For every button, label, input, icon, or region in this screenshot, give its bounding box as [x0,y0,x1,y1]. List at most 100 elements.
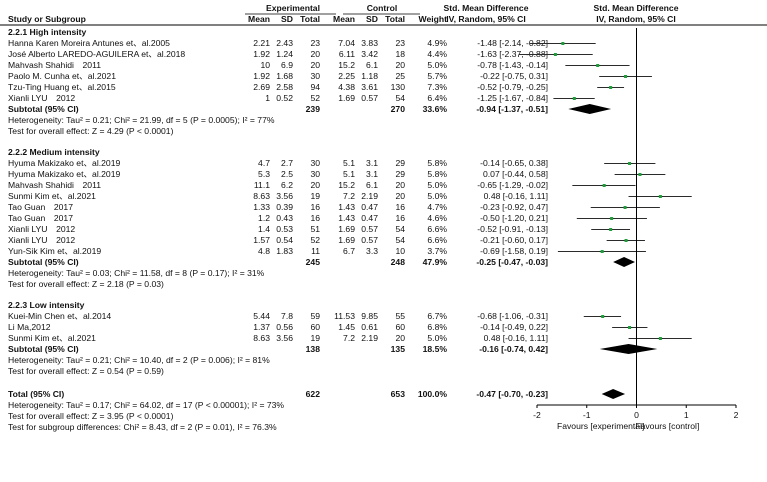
subgroup-3-subtotal-label: Subtotal (95% CI) [8,344,79,354]
subgroup-differences: Test for subgroup differences: Chi² = 8.… [8,422,277,432]
total-heterogeneity: Heterogeneity: Tau² = 0.17; Chi² = 64.02… [8,400,284,410]
subgroup-1-study-2-ci-text: -1.63 [-2.37, -0.88] [477,49,548,59]
x-tick-label--2: -2 [533,410,541,420]
subgroup-2-study-3-name: Mahvash Shahidi 2011 [8,180,101,190]
subgroup-3-study-2-weight: 6.8% [427,322,447,332]
header-sd-control: SD [366,14,378,24]
subgroup-2-study-2-mean-control: 5.1 [343,169,355,179]
subgroup-1-study-4-total-control: 25 [395,71,405,81]
subgroup-2-study-2-mean-experimental: 5.3 [258,169,270,179]
subgroup-3-study-3-total-control: 20 [395,333,405,343]
subgroup-2-study-4-mean-experimental: 8.63 [253,191,270,201]
subgroup-3-study-1-total-experimental: 59 [310,311,320,321]
subgroup-1-subtotal-ci-text: -0.94 [-1.37, -0.51] [476,104,548,114]
subgroup-3-study-3-weight: 5.0% [427,333,447,343]
subgroup-2-study-4-ci-text: 0.48 [-0.16, 1.11] [484,191,548,201]
subgroup-2-study-7-total-experimental: 51 [310,224,320,234]
header-total-experimental: Total [300,14,320,24]
subgroup-2-study-7-total-control: 54 [395,224,405,234]
subgroup-2-study-1-point [628,162,632,165]
subgroup-1-study-4-ci-text: -0.22 [-0.75, 0.31] [480,71,548,81]
subgroup-3-study-3-sd-control: 2.19 [361,333,378,343]
subgroup-3-study-3-mean-control: 7.2 [343,333,355,343]
subgroup-2-study-2-total-experimental: 30 [310,169,320,179]
total-weight: 100.0% [418,389,448,399]
subgroup-2-study-7-mean-experimental: 1.4 [258,224,270,234]
subgroup-3-study-2-total-experimental: 60 [310,322,320,332]
subgroup-2-study-6-ci-text: -0.50 [-1.20, 0.21] [480,213,548,223]
subgroup-2-study-6-mean-experimental: 1.2 [258,213,270,223]
subgroup-2-overall-effect: Test for overall effect: Z = 2.18 (P = 0… [8,279,164,289]
subgroup-2-study-2-ci-text: 0.07 [-0.44, 0.58] [483,169,548,179]
subgroup-2-study-3-weight: 5.0% [427,180,447,190]
subgroup-2-study-8-point [624,239,628,242]
subgroup-1-study-5-total-control: 130 [391,82,406,92]
subgroup-1-study-5-sd-control: 3.61 [361,82,378,92]
header-smd-title: Std. Mean Difference [443,3,528,13]
subgroup-1-study-5-sd-experimental: 2.58 [276,82,293,92]
subgroup-1-study-4-point [624,75,628,78]
subgroup-1-study-2-mean-experimental: 1.92 [253,49,270,59]
subgroup-2-study-5-sd-control: 0.47 [361,202,378,212]
subgroup-2-study-1-ci-text: -0.14 [-0.65, 0.38] [480,158,548,168]
subgroup-1-study-5-mean-control: 4.38 [338,82,355,92]
subgroup-1-study-5-point [609,86,613,89]
subgroup-2-study-1-mean-control: 5.1 [343,158,355,168]
subgroup-2-study-4-total-control: 20 [395,191,405,201]
subgroup-2-subtotal-ci-text: -0.25 [-0.47, -0.03] [476,257,548,267]
subgroup-1-study-5-name: Tzu-Ting Huang et、al.2015 [8,82,116,92]
favours-experimental-label: Favours [experimental] [557,421,644,431]
subgroup-3-subtotal-total-experimental: 138 [306,344,321,354]
subgroup-2-study-8-sd-control: 0.57 [361,235,378,245]
subgroup-1-study-3-weight: 5.0% [427,60,447,70]
subgroup-2-study-9-ci-text: -0.69 [-1.58, 0.19] [480,246,548,256]
subgroup-1-study-1-weight: 4.9% [427,38,447,48]
subgroup-2-study-9-total-experimental: 11 [311,246,320,256]
subgroup-2-study-2-weight: 5.8% [427,169,447,179]
subgroup-1-study-4-sd-control: 1.18 [361,71,378,81]
subgroup-2-study-3-point [602,184,606,187]
subgroup-2-study-4-sd-control: 2.19 [361,191,378,201]
subgroup-1-overall-effect: Test for overall effect: Z = 4.29 (P < 0… [8,126,174,136]
header-plot-title: Std. Mean Difference [593,3,678,13]
subgroup-1-study-6-mean-control: 1.69 [338,93,355,103]
subgroup-2-study-8-total-experimental: 52 [310,235,320,245]
subgroup-2-study-8-total-control: 54 [395,235,405,245]
subgroup-2-study-3-mean-experimental: 11.1 [254,180,270,190]
subgroup-1-study-5-total-experimental: 94 [310,82,320,92]
subgroup-2-study-7-ci-text: -0.52 [-0.91, -0.13] [477,224,548,234]
subgroup-3-study-1-mean-control: 11.53 [334,311,355,321]
subgroup-3-subtotal-ci-text: -0.16 [-0.74, 0.42] [479,344,548,354]
subgroup-2-study-7-point [609,228,613,231]
subgroup-1-subtotal-weight: 33.6% [423,104,448,114]
subgroup-3-study-2-ci-text: -0.14 [-0.49, 0.22] [480,322,548,332]
subgroup-1-study-3-sd-experimental: 6.9 [281,60,293,70]
subgroup-2-study-8-sd-experimental: 0.54 [276,235,293,245]
subgroup-1-study-2-sd-control: 3.42 [361,49,378,59]
subgroup-1-study-4-sd-experimental: 1.68 [276,71,293,81]
subgroup-2-study-4-name: Sunmi Kim et、al.2021 [8,191,96,201]
subgroup-1-study-1-total-control: 23 [395,38,405,48]
header-mean-control: Mean [333,14,355,24]
x-tick-label-0: 0 [634,410,639,420]
subgroup-2-study-5-mean-control: 1.43 [338,202,355,212]
subgroup-1-study-5-mean-experimental: 2.69 [253,82,270,92]
subgroup-2-study-1-sd-control: 3.1 [366,158,378,168]
x-tick-label--1: -1 [583,410,591,420]
subgroup-1-study-6-name: Xianli LYU 2012 [8,93,75,103]
subgroup-2-study-8-weight: 6.6% [427,235,447,245]
subgroup-2-study-3-ci-text: -0.65 [-1.29, -0.02] [477,180,548,190]
subgroup-1-study-5-ci-text: -0.52 [-0.79, -0.25] [477,82,548,92]
subgroup-3-study-1-weight: 6.7% [427,311,447,321]
subgroup-1-study-1-total-experimental: 23 [310,38,320,48]
subgroup-2-study-8-ci-text: -0.21 [-0.60, 0.17] [480,235,548,245]
subgroup-3-study-2-name: Li Ma,2012 [8,322,51,332]
subgroup-2-study-9-total-control: 10 [395,246,405,256]
subgroup-2-study-6-total-experimental: 16 [310,213,320,223]
subgroup-1-study-3-total-experimental: 20 [310,60,320,70]
subgroup-2-study-2-sd-control: 3.1 [366,169,378,179]
subgroup-3-study-3-total-experimental: 19 [310,333,320,343]
subgroup-2-study-4-mean-control: 7.2 [343,191,355,201]
subgroup-1-study-3-mean-control: 15.2 [338,60,355,70]
subgroup-1-study-2-total-control: 18 [395,49,405,59]
